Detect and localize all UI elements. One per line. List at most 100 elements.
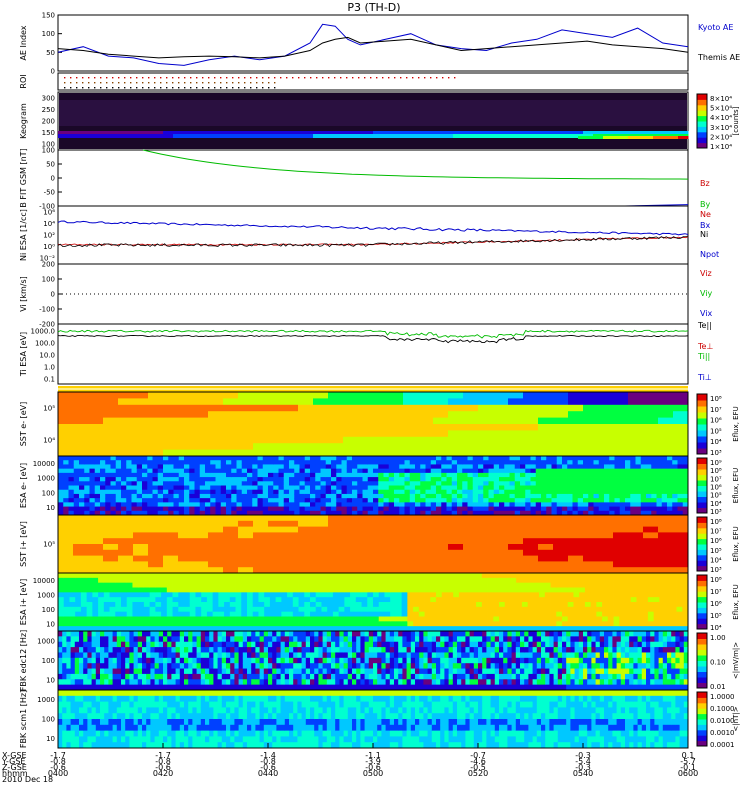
spectro-cell-esa_e xyxy=(593,472,600,478)
spectro-cell-esa_i xyxy=(247,611,254,617)
spectro-cell-sst_i xyxy=(58,544,74,551)
spectro-cell-esa_i xyxy=(682,606,689,613)
spectro-cell-sst_i xyxy=(148,520,164,527)
spectro-cell-esa_i xyxy=(607,621,614,627)
spectro-cell-fbk_e xyxy=(70,679,76,686)
spectro-cell-esa_i xyxy=(562,573,569,579)
spectro-cell-sst_e xyxy=(193,404,209,412)
spectro-cell-esa_e xyxy=(131,456,138,461)
roi-dot xyxy=(64,87,66,89)
spectro-cell-fbk_e xyxy=(95,636,101,643)
spectro-cell-esa_i xyxy=(464,616,471,622)
ytick-vi: 200 xyxy=(42,261,55,269)
roi-dot xyxy=(250,82,252,84)
spectro-cell-esa_e xyxy=(646,468,652,474)
spectro-cell-esa_e xyxy=(325,485,332,491)
spectro-cell-esa_i xyxy=(470,602,477,608)
spectro-cell-esa_i xyxy=(86,577,93,584)
spectro-cell-fbk_e xyxy=(184,636,189,643)
spectro-cell-sst_e xyxy=(328,392,344,399)
spectro-cell-esa_i xyxy=(275,621,282,627)
spectro-cell-esa_e xyxy=(588,460,594,465)
spectro-cell-esa_e xyxy=(598,468,605,474)
spectro-cell-esa_e xyxy=(89,489,96,495)
spectro-cell-esa_e xyxy=(199,506,206,512)
spectro-cell-esa_e xyxy=(352,468,358,474)
spectro-cell-fbk_e xyxy=(116,647,122,653)
spectro-cell-esa_e xyxy=(310,481,316,486)
spectro-cell-esa_e xyxy=(667,510,673,516)
spectro-cell-esa_i xyxy=(533,606,540,613)
spectro-cell-sst_e xyxy=(613,430,629,438)
spectro-cell-esa_e xyxy=(304,472,311,478)
spectro-cell-esa_e xyxy=(462,472,468,478)
spectro-cell-fbk_e xyxy=(70,641,76,648)
spectro-cell-esa_e xyxy=(682,493,689,499)
spectro-cell-esa_e xyxy=(115,481,122,486)
spectro-cell-esa_e xyxy=(283,510,290,516)
spectro-cell-esa_e xyxy=(362,498,369,503)
spectro-cell-esa_i xyxy=(630,626,637,632)
spectro-cell-esa_e xyxy=(215,506,222,512)
spectro-cell-fbk_e xyxy=(230,641,235,648)
spectro-cell-esa_i xyxy=(98,606,105,613)
keogram-cell xyxy=(323,131,329,134)
spectro-cell-esa_e xyxy=(415,489,421,495)
spectro-cell-esa_e xyxy=(336,481,342,486)
spectro-cell-fbk_e xyxy=(108,668,113,675)
spectro-cell-esa_e xyxy=(63,472,69,478)
spectro-cell-esa_e xyxy=(136,510,143,516)
spectro-cell-esa_e xyxy=(541,481,547,486)
spectro-cell-sst_i xyxy=(643,532,659,539)
spectro-cell-esa_e xyxy=(614,477,621,482)
ytick-sst_e: 10⁴ xyxy=(43,437,55,445)
spectro-cell-esa_e xyxy=(294,502,300,507)
spectro-cell-sst_i xyxy=(148,532,164,539)
spectro-cell-fbk_e xyxy=(100,631,105,637)
spectro-cell-fbk_e xyxy=(58,684,63,691)
spectro-cell-fbk_e xyxy=(247,663,252,669)
keogram-cell xyxy=(408,131,414,134)
spectro-cell-esa_e xyxy=(310,498,316,503)
keogram-cell xyxy=(443,134,449,138)
spectro-cell-esa_e xyxy=(310,472,316,478)
spectro-cell-esa_i xyxy=(281,606,288,613)
spectro-cell-fbk_e xyxy=(74,684,80,691)
keogram-cell xyxy=(183,131,189,134)
keogram-cell xyxy=(258,134,264,138)
spectro-cell-esa_i xyxy=(275,573,282,579)
keogram-cell xyxy=(458,134,464,138)
spectro-cell-fbk_e xyxy=(167,641,172,648)
spectro-cell-esa_e xyxy=(89,464,96,470)
spectro-cell-sst_i xyxy=(418,515,434,522)
spectro-cell-esa_i xyxy=(247,621,254,627)
spectro-cell-esa_i xyxy=(676,602,683,608)
spectro-cell-esa_e xyxy=(142,472,148,478)
spectro-cell-esa_e xyxy=(488,464,495,470)
spectro-cell-esa_e xyxy=(346,468,353,474)
spectro-cell-esa_e xyxy=(310,493,316,499)
colorbar-cell-keogram xyxy=(697,115,707,122)
spectro-cell-esa_e xyxy=(73,472,80,478)
spectro-cell-esa_e xyxy=(215,477,222,482)
spectro-cell-esa_i xyxy=(430,582,437,588)
roi-dot xyxy=(238,82,240,84)
spectro-cell-esa_e xyxy=(220,485,227,491)
spectro-cell-esa_e xyxy=(551,498,558,503)
spectro-cell-esa_i xyxy=(630,582,637,588)
keogram-cell xyxy=(588,136,594,139)
spectro-cell-fbk_e xyxy=(192,652,197,659)
spectro-cell-esa_e xyxy=(58,506,64,512)
spectro-cell-esa_e xyxy=(157,464,164,470)
spectro-cell-sst_i xyxy=(478,515,494,522)
spectro-cell-fbk_e xyxy=(129,673,134,680)
spectro-cell-esa_i xyxy=(338,573,345,579)
spectro-cell-sst_e xyxy=(478,411,494,418)
spectro-cell-fbk_e xyxy=(200,647,206,653)
roi-dot xyxy=(154,87,156,89)
spectro-cell-fbk_e xyxy=(112,641,118,648)
spectro-cell-sst_i xyxy=(403,515,419,522)
spectro-cell-esa_i xyxy=(407,606,414,613)
spectro-cell-fbk_e xyxy=(255,636,260,643)
spectro-cell-esa_i xyxy=(550,577,557,584)
